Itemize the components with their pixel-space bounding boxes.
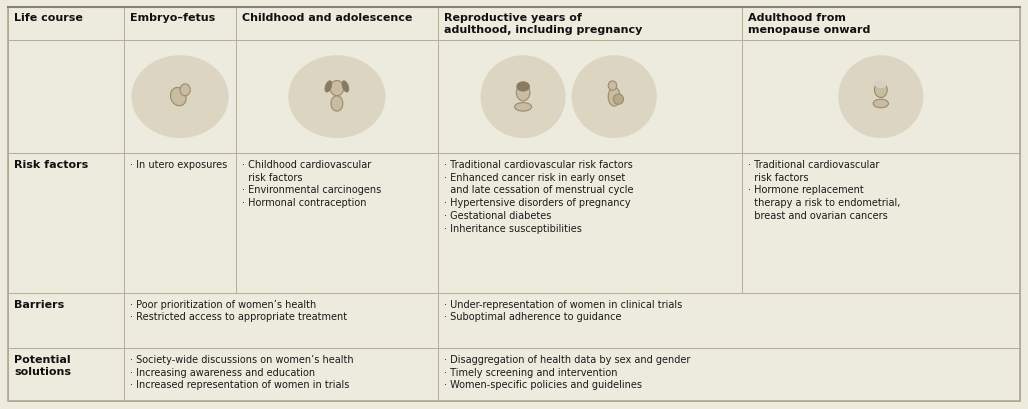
Ellipse shape (516, 85, 529, 101)
Ellipse shape (609, 82, 617, 91)
Bar (438, 293, 741, 348)
Bar (438, 8, 741, 41)
Text: · Poor prioritization of women’s health
· Restricted access to appropriate treat: · Poor prioritization of women’s health … (131, 299, 347, 321)
Ellipse shape (516, 82, 529, 92)
Text: · Disaggregation of health data by sex and gender
· Timely screening and interve: · Disaggregation of health data by sex a… (444, 354, 691, 389)
Text: Potential
solutions: Potential solutions (14, 354, 71, 376)
Ellipse shape (572, 56, 657, 139)
Text: Risk factors: Risk factors (14, 160, 88, 169)
Bar (235, 293, 438, 348)
Ellipse shape (875, 83, 887, 98)
Bar (8, 348, 124, 401)
Bar (8, 8, 124, 41)
Bar (124, 293, 235, 348)
Bar (8, 153, 124, 293)
Bar (741, 153, 1020, 293)
Bar (8, 293, 124, 348)
Text: Embryo–fetus: Embryo–fetus (131, 13, 216, 23)
Ellipse shape (132, 56, 228, 139)
Bar (438, 41, 741, 153)
Text: Life course: Life course (14, 13, 83, 23)
Bar (741, 8, 1020, 41)
Ellipse shape (839, 56, 923, 139)
Bar (235, 8, 438, 41)
Ellipse shape (481, 56, 565, 139)
Ellipse shape (609, 88, 620, 107)
Text: Barriers: Barriers (14, 299, 64, 309)
Bar (124, 8, 235, 41)
Bar (438, 153, 741, 293)
Bar (124, 41, 235, 153)
Bar (8, 41, 124, 153)
Text: · Traditional cardiovascular risk factors
· Enhanced cancer risk in early onset
: · Traditional cardiovascular risk factor… (444, 160, 633, 233)
Ellipse shape (325, 81, 332, 93)
Text: · Childhood cardiovascular
  risk factors
· Environmental carcinogens
· Hormonal: · Childhood cardiovascular risk factors … (242, 160, 381, 208)
Text: · Traditional cardiovascular
  risk factors
· Hormone replacement
  therapy a ri: · Traditional cardiovascular risk factor… (747, 160, 901, 220)
Bar (124, 153, 235, 293)
Bar (741, 293, 1020, 348)
Text: · Under-representation of women in clinical trials
· Suboptimal adherence to gui: · Under-representation of women in clini… (444, 299, 683, 321)
Text: Adulthood from
menopause onward: Adulthood from menopause onward (747, 13, 870, 35)
Ellipse shape (614, 95, 624, 105)
Ellipse shape (180, 85, 190, 97)
Bar (124, 293, 438, 348)
Ellipse shape (288, 56, 386, 139)
Bar (741, 41, 1020, 153)
Ellipse shape (330, 81, 343, 97)
Bar (235, 348, 438, 401)
Text: · In utero exposures: · In utero exposures (131, 160, 227, 169)
Ellipse shape (171, 88, 186, 106)
Bar (124, 348, 235, 401)
Bar (438, 348, 1020, 401)
Bar (235, 41, 438, 153)
Bar (438, 293, 1020, 348)
Ellipse shape (331, 97, 343, 112)
Text: Childhood and adolescence: Childhood and adolescence (242, 13, 412, 23)
Bar (741, 348, 1020, 401)
Ellipse shape (875, 81, 887, 89)
Bar (235, 153, 438, 293)
Text: Reproductive years of
adulthood, including pregnancy: Reproductive years of adulthood, includi… (444, 13, 642, 35)
Ellipse shape (515, 103, 531, 112)
Text: · Society-wide discussions on women’s health
· Increasing awareness and educatio: · Society-wide discussions on women’s he… (131, 354, 354, 389)
Bar (438, 348, 741, 401)
Ellipse shape (342, 81, 348, 93)
Ellipse shape (873, 100, 888, 108)
Bar (124, 348, 438, 401)
